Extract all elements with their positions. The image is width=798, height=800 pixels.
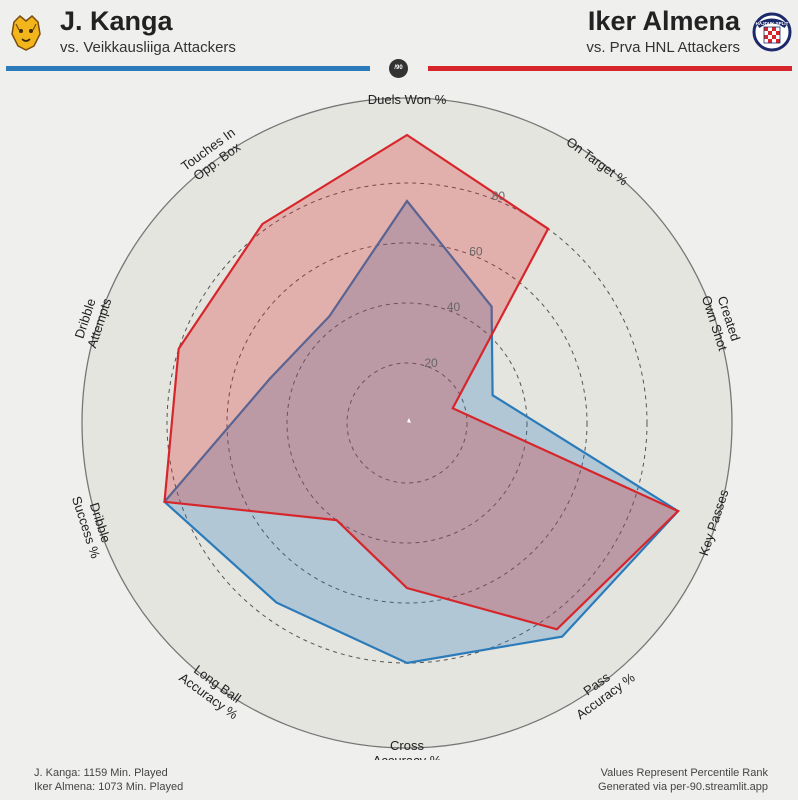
radar-category-label-line: Cross bbox=[390, 738, 424, 753]
radar-tick-label-20: 20 bbox=[424, 356, 438, 370]
logo2-text: HAJDUK SPLIT bbox=[756, 21, 789, 26]
checkered-crest-icon: HAJDUK SPLIT bbox=[752, 12, 792, 52]
footer-left-line1: J. Kanga: 1159 Min. Played bbox=[34, 767, 168, 779]
player2-comparison: vs. Prva HNL Attackers bbox=[586, 39, 740, 56]
player1-comparison: vs. Veikkausliiga Attackers bbox=[60, 39, 236, 56]
radar-center-mark bbox=[407, 418, 411, 423]
per90-badge: /90 bbox=[389, 59, 408, 78]
radar-category-label-line: Duels Won % bbox=[368, 92, 447, 107]
lion-crest-icon bbox=[6, 12, 46, 52]
radar-tick-label-80: 80 bbox=[492, 189, 506, 203]
radar-category-label: CrossAccuracy % bbox=[373, 738, 442, 760]
radar-tick-labels: 20 40 60 80 bbox=[424, 189, 505, 370]
radar-outer-ring bbox=[81, 97, 733, 749]
radar-category-label: Duels Won % bbox=[368, 92, 447, 107]
player1-color-bar bbox=[6, 66, 370, 71]
radar-series bbox=[162, 133, 681, 665]
footer-left-line2: Iker Almena: 1073 Min. Played bbox=[34, 781, 184, 793]
radar-ring-60 bbox=[226, 242, 588, 604]
player1-name: J. Kanga bbox=[60, 6, 173, 36]
radar-category-label-line: Accuracy % bbox=[373, 753, 442, 760]
radar-tick-label-60: 60 bbox=[469, 245, 483, 259]
player2-name: Iker Almena bbox=[587, 6, 740, 36]
radar-tick-label-40: 40 bbox=[447, 300, 461, 314]
header: J. Kanga vs. Veikkausliiga Attackers HAJ… bbox=[0, 0, 798, 80]
player2-color-bar bbox=[428, 66, 792, 71]
radar-grid bbox=[81, 97, 733, 749]
footer-minutes: J. Kanga: 1159 Min. Played Iker Almena: … bbox=[34, 766, 183, 794]
footer-right-line2: Generated via per-90.streamlit.app bbox=[598, 781, 768, 793]
footer-right-line1: Values Represent Percentile Rank bbox=[600, 767, 768, 779]
footer-credits: Values Represent Percentile Rank Generat… bbox=[598, 766, 768, 794]
radar-series-2 bbox=[163, 133, 681, 631]
radar-ring-20 bbox=[346, 362, 468, 484]
radar-ring-40 bbox=[286, 302, 528, 544]
radar-series-1 bbox=[162, 199, 680, 665]
